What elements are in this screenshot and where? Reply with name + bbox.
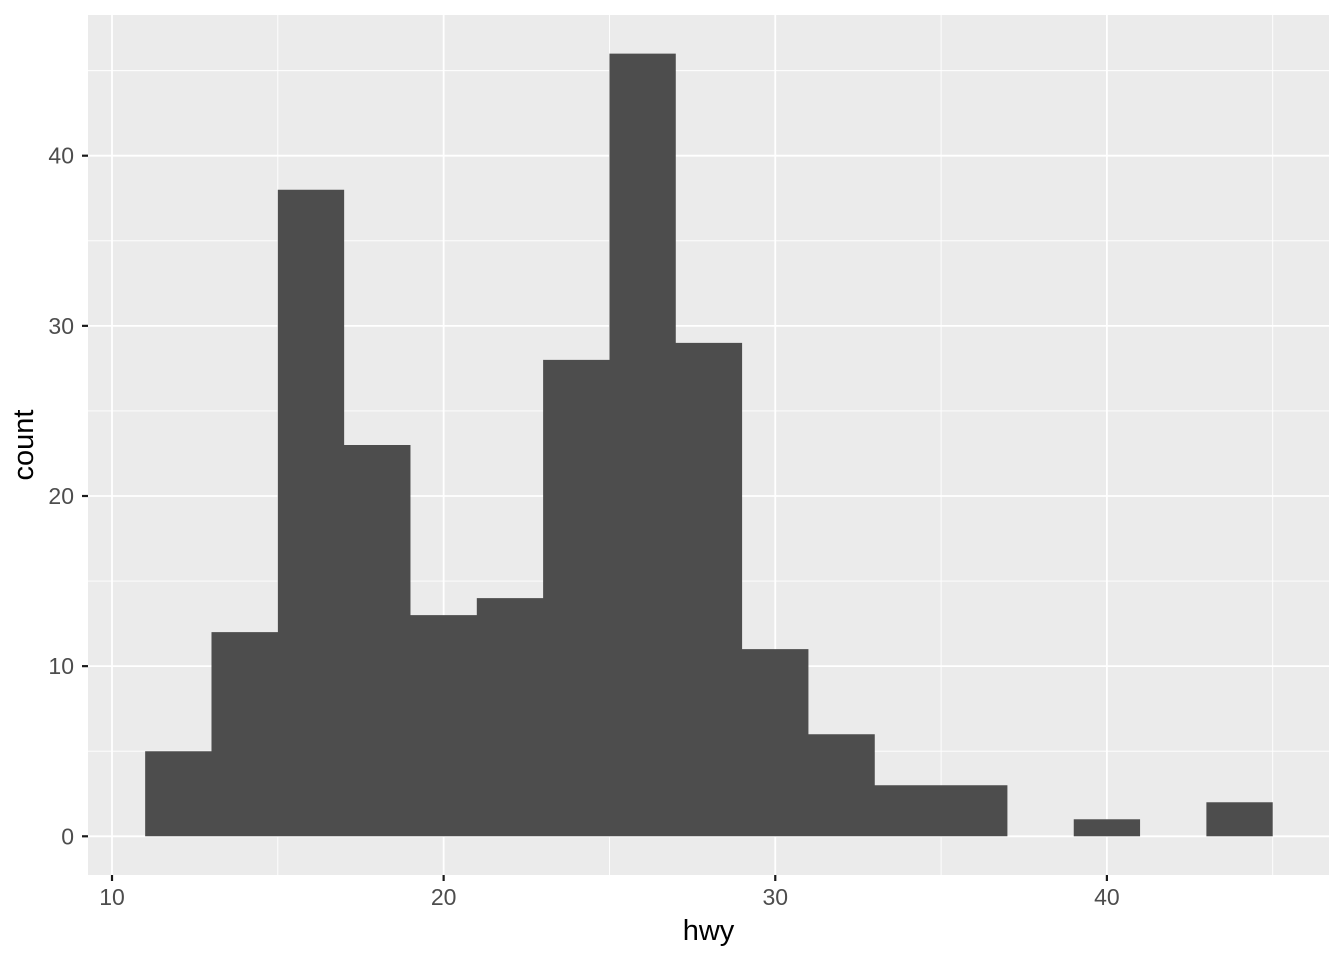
svg-text:hwy: hwy bbox=[683, 915, 735, 947]
svg-text:count: count bbox=[8, 410, 40, 481]
svg-text:0: 0 bbox=[61, 823, 74, 849]
svg-text:20: 20 bbox=[431, 884, 457, 910]
svg-text:10: 10 bbox=[48, 653, 74, 679]
svg-text:40: 40 bbox=[1094, 884, 1120, 910]
svg-text:20: 20 bbox=[48, 483, 74, 509]
svg-text:40: 40 bbox=[48, 143, 74, 169]
svg-text:10: 10 bbox=[99, 884, 125, 910]
svg-text:30: 30 bbox=[762, 884, 788, 910]
svg-text:30: 30 bbox=[48, 313, 74, 339]
